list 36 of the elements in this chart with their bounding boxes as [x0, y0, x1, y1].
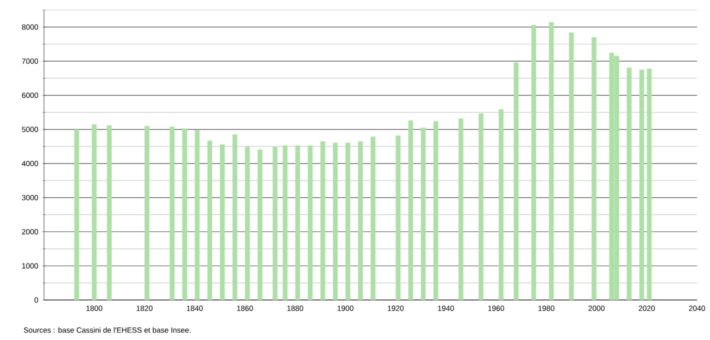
- bar: [514, 62, 519, 300]
- bar: [370, 136, 376, 300]
- bar: [144, 126, 150, 300]
- bar: [639, 70, 644, 300]
- bar: [320, 141, 326, 300]
- bar: [498, 109, 504, 300]
- bar: [626, 68, 632, 300]
- bar: [458, 118, 464, 300]
- bar: [332, 142, 338, 300]
- bar: [232, 134, 238, 300]
- bar: [408, 120, 414, 300]
- bar: [569, 32, 574, 300]
- bar: [74, 129, 80, 300]
- bar: [245, 146, 250, 300]
- bar: [207, 140, 212, 300]
- bar: [308, 145, 313, 300]
- bar: [194, 130, 200, 300]
- bar: [358, 141, 363, 300]
- bar: [92, 124, 97, 300]
- bar: [272, 146, 278, 300]
- bar: [346, 142, 350, 300]
- bar: [295, 145, 300, 300]
- bar: [548, 22, 554, 300]
- bar: [478, 113, 484, 300]
- bar: [433, 121, 438, 300]
- bar: [182, 128, 188, 300]
- bar: [592, 37, 596, 300]
- bar: [420, 128, 426, 300]
- bar: [646, 68, 652, 300]
- bar: [258, 150, 262, 300]
- bar: [531, 25, 536, 300]
- bar: [396, 136, 401, 300]
- bar: [170, 126, 174, 300]
- bar: [220, 144, 225, 300]
- bar: [282, 145, 288, 300]
- bar: [106, 125, 112, 300]
